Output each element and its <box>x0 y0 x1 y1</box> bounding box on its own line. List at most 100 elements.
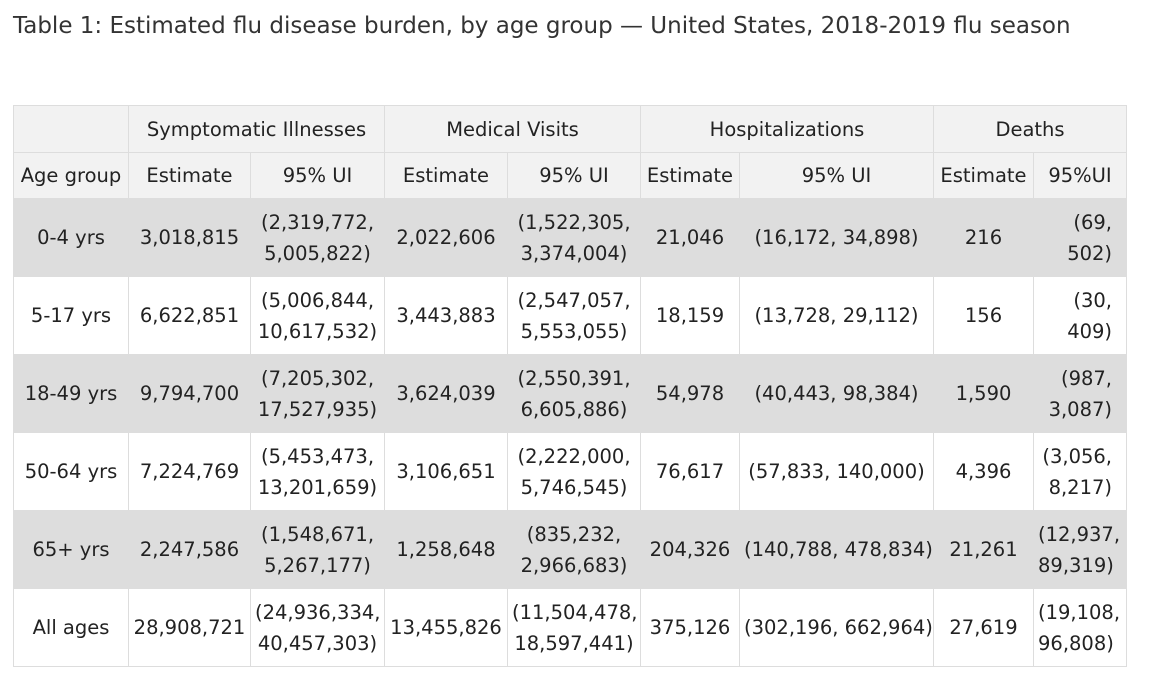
ui-lower: (30, <box>1073 288 1113 312</box>
hosp-estimate-cell: 375,126 <box>640 588 740 667</box>
ui-lower: (5,453,473, <box>260 444 375 468</box>
death-estimate-cell: 1,590 <box>933 354 1034 433</box>
column-header-hosp-estimate: Estimate <box>640 152 740 199</box>
ui-lower: (5,006,844, <box>260 288 375 312</box>
ui-upper: 502) <box>1067 241 1113 265</box>
column-header-illness-estimate: Estimate <box>128 152 251 199</box>
hosp-estimate-cell: 76,617 <box>640 432 740 511</box>
hosp-ui-cell: (57,833, 140,000) <box>739 432 934 511</box>
hosp-estimate-cell: 204,326 <box>640 510 740 589</box>
ui-upper: 5,553,055) <box>520 319 628 343</box>
ui-lower: (987, <box>1060 366 1113 390</box>
flu-burden-table: Symptomatic Illnesses Medical Visits Hos… <box>13 105 1128 667</box>
ui-upper: 13,201,659) <box>257 475 378 499</box>
ui-lower: (2,319,772, <box>260 210 375 234</box>
hosp-ui-cell: (13,728, 29,112) <box>739 276 934 355</box>
illness-estimate-cell: 6,622,851 <box>128 276 251 355</box>
table-row: All ages 28,908,721 (24,936,334, 40,457,3… <box>13 588 1128 667</box>
hosp-ui-cell: (16,172, 34,898) <box>739 198 934 277</box>
illness-ui-cell: (1,548,671, 5,267,177) <box>250 510 385 589</box>
ui-lower: (2,550,391, <box>517 366 631 390</box>
column-header-death-ui: 95%UI <box>1032 152 1128 199</box>
medical-ui-cell: (835,232, 2,966,683) <box>507 510 641 589</box>
medical-estimate-cell: 2,022,606 <box>384 198 508 277</box>
medical-ui-cell: (2,222,000, 5,746,545) <box>507 432 641 511</box>
medical-estimate-cell: 1,258,648 <box>384 510 508 589</box>
table-row: 0-4 yrs 3,018,815 (2,319,772, 5,005,822) … <box>13 198 1128 277</box>
ui-upper: 2,966,683) <box>520 553 628 577</box>
medical-estimate-cell: 3,106,651 <box>384 432 508 511</box>
death-estimate-cell: 156 <box>933 276 1034 355</box>
ui-upper: 6,605,886) <box>520 397 628 421</box>
age-group-cell: All ages <box>13 588 129 667</box>
death-estimate-cell: 27,619 <box>933 588 1034 667</box>
ui-lower: (12,937, <box>1038 522 1121 546</box>
ui-upper: 17,527,935) <box>257 397 378 421</box>
column-header-medical-estimate: Estimate <box>384 152 508 199</box>
column-header-death-estimate: Estimate <box>933 152 1034 199</box>
ui-lower: (2,547,057, <box>517 288 631 312</box>
illness-ui-cell: (5,006,844, 10,617,532) <box>250 276 385 355</box>
ui-upper: 5,005,822) <box>264 241 371 265</box>
ui-upper: 89,319) <box>1038 553 1114 577</box>
ui-upper: 96,808) <box>1038 631 1114 655</box>
medical-ui-cell: (2,550,391, 6,605,886) <box>507 354 641 433</box>
illness-estimate-cell: 9,794,700 <box>128 354 251 433</box>
death-ui-cell: (12,937, 89,319) <box>1032 510 1128 589</box>
ui-upper: 8,217) <box>1048 475 1113 499</box>
age-group-cell: 5-17 yrs <box>13 276 129 355</box>
ui-upper: 5,267,177) <box>264 553 371 577</box>
ui-lower: (3,056, <box>1042 444 1113 468</box>
death-ui-cell: (3,056, 8,217) <box>1032 432 1128 511</box>
column-header-illness-ui: 95% UI <box>250 152 385 199</box>
group-header-medical-visits: Medical Visits <box>384 105 641 153</box>
ui-upper: 3,087) <box>1048 397 1113 421</box>
medical-ui-cell: (2,547,057, 5,553,055) <box>507 276 641 355</box>
ui-upper: 18,597,441) <box>514 631 634 655</box>
ui-upper: 5,746,545) <box>520 475 628 499</box>
ui-lower: (2,222,000, <box>517 444 631 468</box>
illness-estimate-cell: 28,908,721 <box>128 588 251 667</box>
illness-ui-cell: (2,319,772, 5,005,822) <box>250 198 385 277</box>
illness-estimate-cell: 2,247,586 <box>128 510 251 589</box>
hosp-ui-cell: (40,443, 98,384) <box>739 354 934 433</box>
column-header-medical-ui: 95% UI <box>507 152 641 199</box>
hosp-estimate-cell: 54,978 <box>640 354 740 433</box>
ui-upper: 409) <box>1067 319 1113 343</box>
table-row: 18-49 yrs 9,794,700 (7,205,302, 17,527,93… <box>13 354 1128 433</box>
death-ui-cell: (69, 502) <box>1032 198 1128 277</box>
table-row: 5-17 yrs 6,622,851 (5,006,844, 10,617,532… <box>13 276 1128 355</box>
group-header-row: Symptomatic Illnesses Medical Visits Hos… <box>13 105 1128 153</box>
hosp-estimate-cell: 18,159 <box>640 276 740 355</box>
death-estimate-cell: 216 <box>933 198 1034 277</box>
age-group-cell: 65+ yrs <box>13 510 129 589</box>
ui-lower: (24,936,334, <box>255 600 381 624</box>
illness-estimate-cell: 7,224,769 <box>128 432 251 511</box>
ui-lower: (19,108, <box>1038 600 1121 624</box>
death-estimate-cell: 4,396 <box>933 432 1034 511</box>
ui-upper: 40,457,303) <box>257 631 378 655</box>
hosp-ui-cell: (302,196, 662,964) <box>739 588 934 667</box>
medical-estimate-cell: 3,443,883 <box>384 276 508 355</box>
illness-ui-cell: (7,205,302, 17,527,935) <box>250 354 385 433</box>
column-header-age-group: Age group <box>13 152 129 199</box>
hosp-estimate-cell: 21,046 <box>640 198 740 277</box>
illness-estimate-cell: 3,018,815 <box>128 198 251 277</box>
column-header-hosp-ui: 95% UI <box>739 152 934 199</box>
table-caption: Table 1: Estimated flu disease burden, b… <box>13 13 1071 39</box>
age-group-cell: 0-4 yrs <box>13 198 129 277</box>
death-ui-cell: (987, 3,087) <box>1032 354 1128 433</box>
death-estimate-cell: 21,261 <box>933 510 1034 589</box>
ui-lower: (7,205,302, <box>260 366 375 390</box>
age-group-cell: 50-64 yrs <box>13 432 129 511</box>
group-header-deaths: Deaths <box>932 105 1128 153</box>
group-header-symptomatic: Symptomatic Illnesses <box>128 105 385 153</box>
column-header-row: Age group Estimate 95% UI Estimate 95% U… <box>13 152 1128 199</box>
medical-estimate-cell: 13,455,826 <box>384 588 508 667</box>
ui-lower: (1,522,305, <box>517 210 631 234</box>
illness-ui-cell: (5,453,473, 13,201,659) <box>250 432 385 511</box>
table-row: 65+ yrs 2,247,586 (1,548,671, 5,267,177) … <box>13 510 1128 589</box>
group-header-hospitalizations: Hospitalizations <box>640 105 934 153</box>
ui-lower: (835,232, <box>526 522 622 546</box>
medical-estimate-cell: 3,624,039 <box>384 354 508 433</box>
